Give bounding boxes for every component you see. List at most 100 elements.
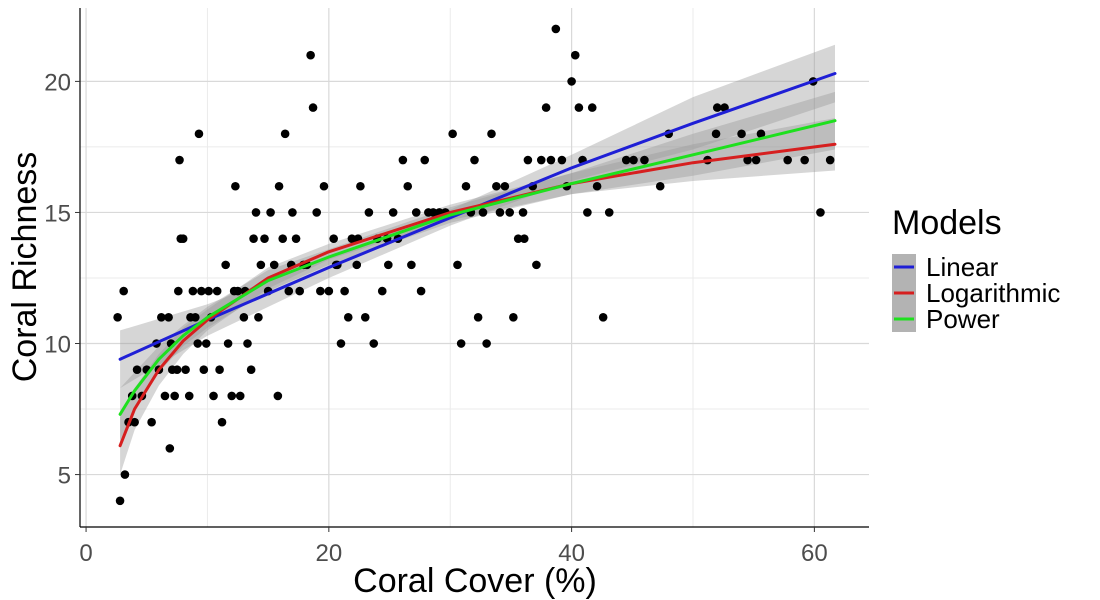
- tick-labels: 0 20 40 60 5 10 15 20: [44, 69, 827, 567]
- data-point: [215, 365, 224, 375]
- data-point: [278, 234, 288, 243]
- data-point: [319, 181, 329, 191]
- data-point: [473, 313, 483, 322]
- data-point: [170, 391, 179, 401]
- data-point: [336, 339, 346, 348]
- data-point: [523, 155, 533, 165]
- data-point: [384, 260, 393, 270]
- y-tick-label: 20: [44, 69, 71, 96]
- y-axis-title: Coral Richness: [6, 152, 44, 383]
- data-point: [411, 208, 421, 217]
- data-point: [223, 339, 233, 348]
- data-point: [398, 155, 408, 165]
- data-point: [329, 234, 338, 243]
- data-point: [364, 208, 374, 217]
- data-point: [308, 103, 318, 112]
- data-point: [274, 181, 284, 191]
- data-point: [251, 208, 261, 217]
- legend-label: Power: [926, 304, 1000, 334]
- data-point: [495, 208, 505, 217]
- data-point: [640, 155, 649, 165]
- data-point: [288, 208, 297, 217]
- data-point: [783, 155, 792, 165]
- data-point: [737, 129, 746, 139]
- data-point: [175, 155, 184, 165]
- data-point: [119, 286, 128, 296]
- data-point: [816, 208, 825, 217]
- data-point: [249, 234, 258, 243]
- data-point: [221, 260, 230, 270]
- data-point: [567, 77, 576, 86]
- data-point: [340, 286, 349, 296]
- data-point: [546, 155, 556, 165]
- legend-label: Linear: [926, 252, 999, 282]
- data-point: [181, 365, 190, 375]
- data-point: [352, 260, 362, 270]
- data-point: [604, 208, 614, 217]
- data-point: [193, 339, 203, 348]
- data-point: [231, 181, 240, 191]
- data-point: [174, 286, 183, 296]
- data-point: [456, 339, 466, 348]
- data-point: [557, 155, 567, 165]
- fit-line-logarithmic: [118, 142, 837, 448]
- data-point: [194, 129, 204, 139]
- legend-title: Models: [892, 204, 1002, 242]
- data-point: [574, 103, 584, 112]
- data-point: [164, 313, 173, 322]
- data-point: [209, 391, 218, 401]
- data-point: [165, 444, 175, 453]
- data-point: [115, 496, 125, 506]
- data-point: [191, 313, 200, 322]
- x-tick-label: 20: [315, 540, 342, 567]
- data-point: [343, 313, 353, 322]
- data-point: [513, 234, 523, 243]
- data-point: [377, 286, 387, 296]
- data-point: [360, 313, 370, 322]
- data-point: [470, 155, 479, 165]
- data-point: [482, 339, 491, 348]
- data-point: [199, 365, 209, 375]
- data-point: [478, 208, 488, 217]
- data-point: [356, 181, 365, 191]
- data-point: [239, 313, 249, 322]
- data-point: [712, 103, 722, 112]
- data-point: [519, 234, 529, 243]
- data-point: [284, 286, 294, 296]
- data-point: [532, 260, 541, 270]
- data-point: [428, 208, 438, 217]
- data-point: [587, 103, 597, 112]
- data-point: [273, 391, 283, 401]
- fit-lines: [118, 72, 837, 448]
- data-point: [492, 181, 501, 191]
- data-point: [500, 181, 510, 191]
- data-point: [113, 313, 122, 322]
- axes: [79, 8, 869, 528]
- data-point: [280, 129, 290, 139]
- data-point: [227, 391, 237, 401]
- data-point: [229, 286, 239, 296]
- data-point: [416, 286, 426, 296]
- data-point: [178, 234, 188, 243]
- data-point: [756, 129, 766, 139]
- data-point: [453, 260, 462, 270]
- data-point: [132, 365, 142, 375]
- data-point: [518, 208, 528, 217]
- data-point: [541, 103, 551, 112]
- data-point: [800, 155, 809, 165]
- data-point: [197, 286, 206, 296]
- data-point: [260, 234, 269, 243]
- data-point: [254, 313, 263, 322]
- x-tick-label: 60: [801, 540, 828, 567]
- data-point: [324, 286, 334, 296]
- data-point: [188, 286, 198, 296]
- y-tick-label: 10: [44, 332, 71, 359]
- data-point: [461, 181, 471, 191]
- data-point: [598, 313, 608, 322]
- data-point: [217, 417, 227, 427]
- data-point: [201, 339, 211, 348]
- data-point: [147, 417, 156, 427]
- y-tick-label: 15: [44, 200, 71, 227]
